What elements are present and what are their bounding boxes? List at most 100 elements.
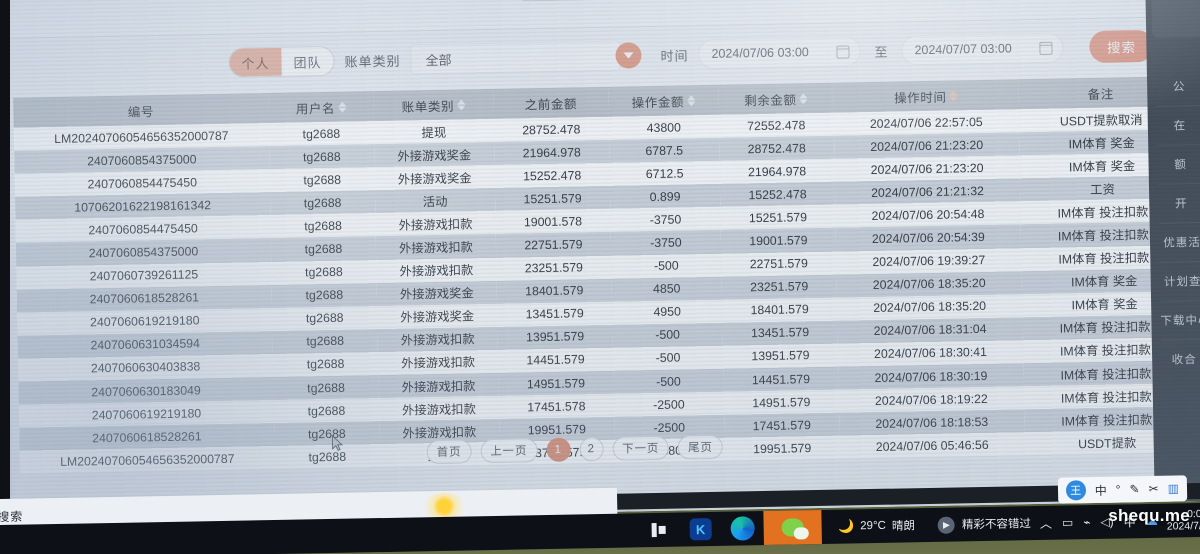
column-header-time[interactable]: 操作时间 — [833, 79, 1019, 113]
ime-punctuation-icon[interactable]: ° — [1115, 482, 1121, 497]
cell-rem: 14951.579 — [723, 389, 840, 415]
cell-rem: 18401.579 — [721, 297, 838, 323]
column-header-label: 操作时间 — [893, 90, 947, 106]
cell-user: tg2688 — [269, 144, 375, 170]
cell-time: 2024/07/06 21:23:20 — [834, 155, 1020, 182]
cell-type: 外接游戏奖金 — [376, 280, 498, 306]
cell-time: 2024/07/06 22:57:05 — [833, 109, 1019, 136]
column-header-op[interactable]: 操作金额 — [608, 84, 719, 117]
sidebar-item-2[interactable]: 额 — [1157, 144, 1200, 185]
page-number-1[interactable]: 1 — [545, 437, 571, 463]
sort-arrows-icon[interactable] — [799, 92, 808, 104]
cell-user: tg2688 — [269, 190, 376, 216]
cell-user: tg2688 — [270, 236, 377, 262]
ime-mode-label[interactable]: 中 — [1094, 483, 1107, 498]
cell-rem: 72552.478 — [718, 112, 835, 138]
ime-logo-icon: 王 — [1065, 480, 1086, 501]
scope-option-team[interactable]: 团队 — [293, 54, 322, 71]
time-label: 时间 — [660, 47, 689, 64]
start-date-value: 2024/07/06 03:00 — [711, 45, 809, 61]
sort-arrows-icon[interactable] — [949, 89, 958, 102]
cell-prev: 13951.579 — [497, 324, 613, 350]
sort-arrows-icon[interactable] — [456, 98, 466, 111]
sidebar-item-promotions[interactable]: 优惠活 — [1158, 222, 1200, 263]
page-next-button[interactable]: 下一页 — [611, 435, 670, 461]
column-header-label: 账单类别 — [401, 99, 455, 115]
end-date-value: 2024/07/07 03:00 — [914, 41, 1012, 58]
ime-floating-bar[interactable]: 王 中 ° ✎ ✂ ▥ — [1057, 475, 1188, 504]
news-icon: ▶ — [937, 516, 956, 534]
task-view-icon[interactable] — [637, 513, 680, 548]
cell-user: tg2688 — [270, 213, 376, 239]
ime-pen-icon[interactable]: ✎ — [1129, 482, 1140, 497]
page-last-button[interactable]: 尾页 — [677, 434, 723, 460]
taskbar-search-placeholder: 搜索 — [0, 509, 24, 524]
cell-rem: 14451.579 — [723, 366, 839, 392]
sidebar-item-3[interactable]: 开 — [1157, 183, 1200, 224]
cell-type: 外接游戏扣款 — [377, 326, 498, 353]
cell-rem: 19001.579 — [720, 228, 837, 254]
tray-wifi-icon[interactable]: ⌁ — [1083, 515, 1091, 530]
cell-prev: 14451.579 — [497, 347, 614, 373]
cell-time: 2024/07/06 20:54:39 — [835, 224, 1022, 252]
cell-user: tg2688 — [273, 375, 379, 401]
sidebar-item-plans[interactable]: 计划查 — [1159, 261, 1200, 302]
column-header-user[interactable]: 用户名 — [268, 91, 374, 124]
cell-op: 4950 — [612, 299, 723, 325]
sidebar-item-1[interactable]: 在 — [1156, 105, 1200, 146]
edge-icon[interactable] — [721, 511, 764, 546]
news-widget[interactable]: ▶ 精彩不容错过 — [937, 515, 1032, 534]
sort-arrows-icon[interactable] — [337, 101, 347, 113]
weather-widget[interactable]: 🌙 29°C 晴朗 — [838, 517, 915, 534]
cell-rem: 13451.579 — [722, 320, 838, 346]
column-header-rem[interactable]: 剩余金额 — [718, 82, 834, 115]
stat-chip-left[interactable] — [510, 0, 642, 2]
cell-op: -500 — [611, 253, 722, 279]
calendar-icon[interactable] — [836, 44, 850, 59]
start-date-input[interactable]: 2024/07/06 03:00 — [698, 36, 861, 70]
sidebar-item-collapse[interactable]: 收合 — [1171, 354, 1197, 367]
scope-segmented-control[interactable]: 个人 团队 — [228, 45, 335, 78]
cell-prev: 14951.579 — [498, 370, 614, 397]
cell-op: 0.899 — [609, 184, 721, 210]
cell-user: tg2688 — [271, 259, 377, 285]
cell-time: 2024/07/06 18:30:41 — [837, 340, 1024, 367]
weather-description: 晴朗 — [891, 520, 916, 533]
page-prev-button[interactable]: 上一页 — [480, 438, 538, 464]
cell-rem: 23251.579 — [721, 274, 837, 300]
cell-prev: 13451.579 — [497, 301, 613, 327]
kugou-icon[interactable]: K — [679, 512, 722, 547]
column-header-type[interactable]: 账单类别 — [373, 88, 494, 122]
chevron-down-icon[interactable] — [615, 42, 642, 69]
sidebar-item-0[interactable]: 公 — [1155, 66, 1200, 107]
cell-type: 外接游戏奖金 — [374, 142, 495, 168]
calendar-icon[interactable] — [1039, 41, 1053, 55]
search-button[interactable]: 搜索 — [1089, 29, 1154, 63]
page-number-2[interactable]: 2 — [578, 436, 604, 462]
cell-op: -2500 — [613, 391, 725, 417]
tray-battery-icon[interactable]: ▭ — [1061, 515, 1074, 530]
wechat-icon[interactable] — [763, 509, 822, 546]
cell-rem: 15252.478 — [719, 181, 836, 208]
ime-keyboard-icon[interactable]: ▥ — [1167, 481, 1180, 496]
end-date-input[interactable]: 2024/07/07 03:00 — [901, 32, 1064, 66]
screen-content: 总提款 有效人数 个人 团队 账单类别 全部 时间 2024/07/06 03:… — [0, 0, 1200, 523]
cell-prev: 15251.579 — [494, 186, 611, 212]
cell-type: 外接游戏扣款 — [378, 396, 500, 422]
cell-type: 外接游戏奖金 — [374, 165, 495, 191]
cell-user: tg2688 — [273, 398, 380, 424]
news-headline: 精彩不容错过 — [961, 518, 1032, 532]
page-first-button[interactable]: 首页 — [426, 439, 472, 465]
sort-arrows-icon[interactable] — [686, 94, 696, 106]
tray-overflow-icon[interactable]: ︿ — [1039, 516, 1053, 531]
sidebar-item-download-center[interactable]: 下载中心 — [1160, 300, 1200, 341]
cell-time: 2024/07/06 21:23:20 — [834, 132, 1020, 159]
column-header-label: 编号 — [127, 104, 155, 120]
watermark: shequ.me — [1108, 506, 1190, 525]
ime-toolbox-icon[interactable]: ✂ — [1148, 481, 1159, 496]
cell-prev: 15252.478 — [494, 163, 610, 189]
cell-time: 2024/07/06 20:54:48 — [835, 201, 1021, 229]
scope-option-personal[interactable]: 个人 — [229, 47, 282, 77]
bill-type-select[interactable]: 全部 — [410, 40, 642, 75]
